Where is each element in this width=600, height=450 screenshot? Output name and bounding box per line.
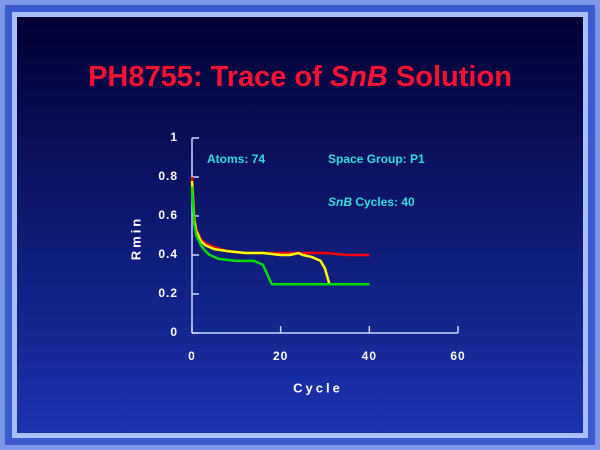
x-tick-label: 40: [362, 349, 377, 363]
text-part: SnB: [330, 61, 388, 93]
text-part: Solution: [388, 61, 512, 93]
text-part: SnB: [328, 195, 352, 209]
y-tick-label: 0.8: [158, 169, 178, 183]
text-part: PH8755: Trace of: [88, 61, 330, 93]
annotation: SnB Cycles: 40: [328, 195, 415, 209]
y-tick-label: 0.6: [158, 208, 178, 222]
annotation: Atoms: 74: [207, 152, 265, 166]
text-part: Cycles: 40: [352, 195, 415, 209]
y-tick-label: 0.4: [158, 247, 178, 261]
x-tick-label: 20: [273, 349, 288, 363]
annotation: Space Group: P1: [328, 152, 425, 166]
y-tick-label: 0: [170, 325, 178, 339]
x-axis-label: Cycle: [293, 380, 343, 395]
series-line: [190, 186, 370, 286]
text-part: Atoms: 74: [207, 152, 265, 166]
y-tick-label: 1: [170, 130, 178, 144]
y-axis-label: Rmin: [128, 216, 143, 261]
background: [17, 17, 583, 433]
chart-title: PH8755: Trace of SnB Solution: [88, 61, 512, 93]
x-tick-label: 0: [188, 349, 196, 363]
series-line: [190, 180, 370, 286]
text-part: Space Group: P1: [328, 152, 425, 166]
y-tick-label: 0.2: [158, 286, 178, 300]
x-tick-label: 60: [450, 349, 465, 363]
